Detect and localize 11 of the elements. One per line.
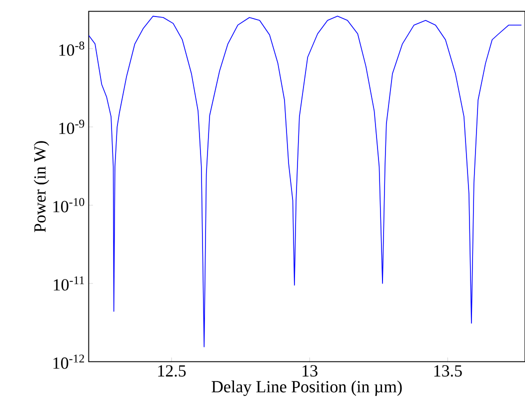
y-axis-title: Power (in W) xyxy=(34,141,50,232)
x-axis-title: Delay Line Position (in µm) xyxy=(212,380,402,396)
y-tick-label: 10$^{-8}$ xyxy=(59,41,84,56)
y-tick-label: 10$^{-10}$ xyxy=(53,198,84,212)
x-tick-label: 13 xyxy=(302,365,318,377)
y-tick-label: 10$^{-12}$ xyxy=(53,354,84,369)
x-tick-label: 13.5 xyxy=(434,365,462,377)
line-series xyxy=(88,16,522,348)
y-tick-label: 10$^{-9}$ xyxy=(59,120,84,134)
x-tick-label: 12.5 xyxy=(158,365,186,377)
y-tick-label: 10$^{-11}$ xyxy=(54,276,84,291)
